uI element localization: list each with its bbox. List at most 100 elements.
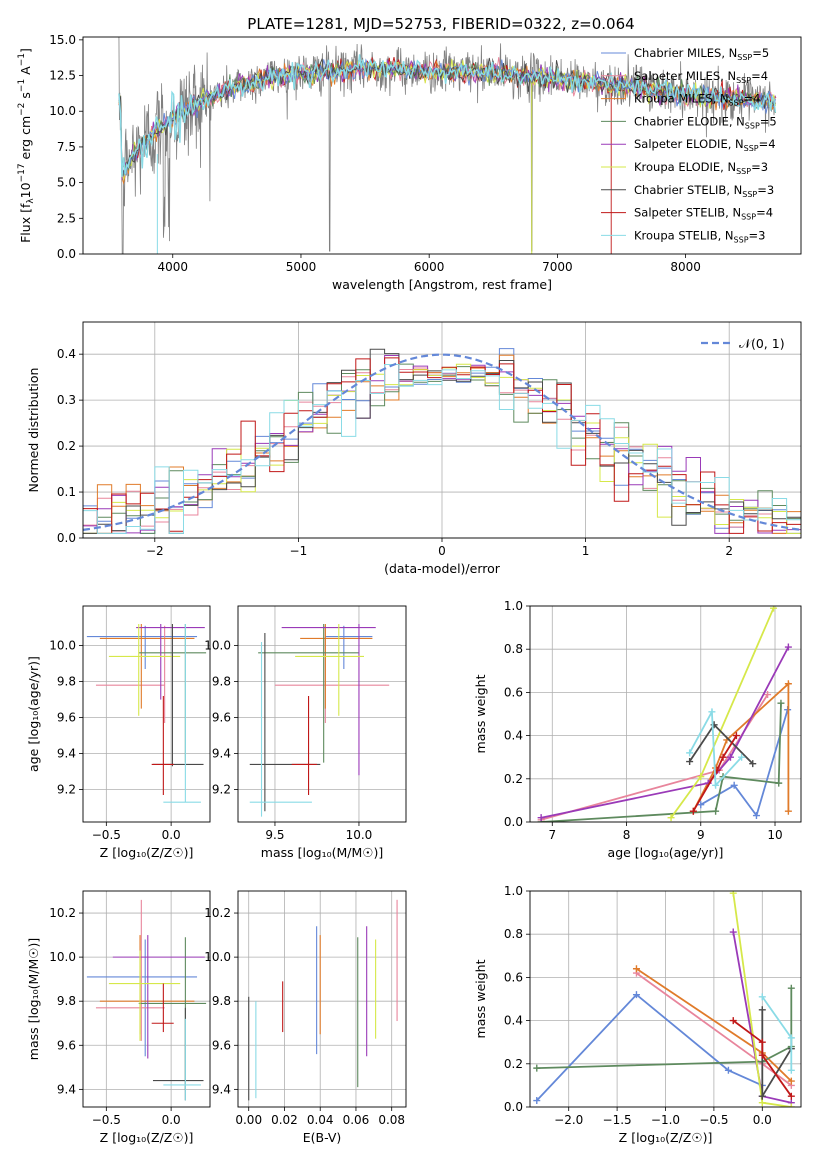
weight-marker [784, 643, 792, 651]
panel-mass_vs_Z: −0.5 0.0 9.4 9.6 9.8 10.0 10.2 Z [log₁₀(Z/Z☉)] m… [26, 890, 211, 1145]
weight-marker [758, 1051, 766, 1059]
weight-marker [686, 749, 694, 757]
panel-spectrum: 4000 5000 6000 7000 8000 0.0 2.5 5.0 7.5 10.0 12.5… [17, 33, 802, 292]
x-tick-label: 9.5 [265, 828, 284, 842]
axes-frame [237, 605, 407, 823]
weight-marker [775, 779, 783, 787]
legend-label: Salpeter MILES, NSSP=4 [634, 69, 768, 85]
legend-name: Chabrier MILES, N [634, 46, 737, 60]
legend-tail: =4 [759, 137, 776, 151]
y-tick-label: 0.0 [504, 815, 523, 829]
legend-label: Salpeter ELODIE, NSSP=4 [634, 137, 776, 153]
weight-marker [732, 732, 740, 740]
y-tick-label: 9.8 [57, 675, 76, 689]
plot-area-residuals [83, 348, 801, 538]
plot-area-mass_vs_Z [86, 899, 207, 1101]
weight-marker [667, 814, 675, 822]
weight-line-3 [536, 988, 793, 1069]
y-axis-label: age [log₁₀(age/yr)] [26, 656, 41, 772]
weight-marker [777, 699, 785, 707]
plot-area-weight_vs_age [537, 606, 792, 822]
x-tick-label: 0.0 [162, 828, 181, 842]
y-tick-label: 5.0 [57, 176, 76, 190]
y-label-part: −2 [17, 103, 27, 116]
legend-name: Chabrier STELIB, N [634, 183, 742, 197]
legend-sub: SSP [741, 213, 756, 222]
y-axis-label: mass [log₁₀(M/M☉)] [26, 938, 41, 1060]
y-tick-label: 9.6 [212, 1038, 231, 1052]
y-tick-label: 1.0 [504, 599, 523, 613]
weight-marker [712, 781, 720, 789]
panel-mass_vs_ebv: 0.00 0.02 0.04 0.06 0.08 9.4 9.6 9.8 10.0 10.2 E(B… [204, 890, 407, 1145]
x-axis-label: Z [log₁₀(Z/Z☉)] [100, 1130, 194, 1145]
weight-marker [729, 891, 737, 897]
weight-marker [787, 1034, 795, 1042]
y-label-part: Flux [f [18, 203, 33, 243]
y-tick-label: 0.2 [57, 439, 76, 453]
x-tick-label: 9 [697, 828, 705, 842]
x-axis-label: Z [log₁₀(Z/Z☉)] [100, 845, 194, 860]
model-line-8 [118, 54, 777, 177]
weight-marker [758, 993, 766, 1001]
y-label-part: λ [26, 198, 36, 204]
y-label-part: −1 [17, 79, 27, 92]
legend-name: Kroupa STELIB, N [634, 228, 734, 242]
legend-name: Chabrier ELODIE, N [634, 114, 745, 128]
weight-line-4 [540, 646, 790, 819]
legend-tail: =4 [751, 69, 768, 83]
x-tick-label: 4000 [157, 260, 188, 274]
y-tick-label: 10.0 [49, 639, 76, 653]
axes-frame [82, 321, 802, 539]
weight-marker [787, 1077, 795, 1085]
weight-marker [537, 814, 545, 822]
legend-label: Kroupa ELODIE, NSSP=3 [634, 160, 768, 176]
y-tick-label: 0.4 [504, 729, 523, 743]
panel-age_vs_mass: 9.5 10.0 9.2 9.4 9.6 9.8 10.0 mass [log₁₀(M/M☉)… [204, 605, 407, 860]
weight-marker [708, 708, 716, 716]
y-label-part: −1 [17, 53, 27, 66]
y-tick-label: 10.2 [49, 906, 76, 920]
weight-line-8 [688, 708, 743, 788]
y-label-part: s [18, 92, 33, 103]
axes-frame [82, 605, 211, 823]
plot-area-weight_vs_Z [533, 891, 795, 1107]
legend-name: Salpeter MILES, N [634, 69, 736, 83]
legend-name: Kroupa ELODIE, N [634, 160, 736, 174]
y-tick-label: 0.8 [504, 642, 523, 656]
x-tick-label: −1.5 [603, 1113, 632, 1127]
y-axis-label: Flux [fλ10−17 erg cm−2 s−1 A−1] [17, 48, 36, 243]
x-axis-label: wavelength [Angstrom, rest frame] [332, 277, 552, 292]
weight-line-2 [692, 681, 790, 812]
y-tick-label: 10.0 [49, 950, 76, 964]
legend-tail: =3 [749, 228, 766, 242]
legend-name: Salpeter STELIB, N [634, 206, 741, 220]
legend-name: Salpeter ELODIE, N [634, 137, 744, 151]
weight-marker [729, 1017, 737, 1025]
y-tick-label: 12.5 [49, 69, 76, 83]
weight-marker [632, 965, 640, 973]
x-tick-label: 7 [548, 828, 556, 842]
weight-line-7 [692, 735, 738, 812]
plot-area-mass_vs_ebv [248, 899, 398, 1101]
x-tick-label: 0 [438, 544, 446, 558]
y-tick-label: 0.6 [504, 685, 523, 699]
weight-marker [758, 1006, 766, 1014]
y-label-part: 10 [18, 182, 33, 198]
x-tick-label: −0.5 [699, 1113, 728, 1127]
y-tick-label: 7.5 [57, 140, 76, 154]
weight-marker [712, 807, 720, 815]
y-tick-label: 10.2 [204, 906, 231, 920]
x-tick-label: 0.04 [307, 1113, 334, 1127]
weight-line-5 [670, 607, 775, 819]
figure-title: PLATE=1281, MJD=52753, FIBERID=0322, z=0… [247, 15, 634, 33]
x-tick-label: 0.0 [162, 1113, 181, 1127]
weight-marker [533, 1064, 541, 1072]
weight-line-0 [536, 993, 763, 1102]
y-tick-label: 0.8 [504, 927, 523, 941]
x-tick-label: 2 [725, 544, 733, 558]
legend-sub: SSP [742, 190, 757, 199]
legend-tail: =4 [744, 92, 761, 106]
y-tick-label: 0.2 [504, 1057, 523, 1071]
